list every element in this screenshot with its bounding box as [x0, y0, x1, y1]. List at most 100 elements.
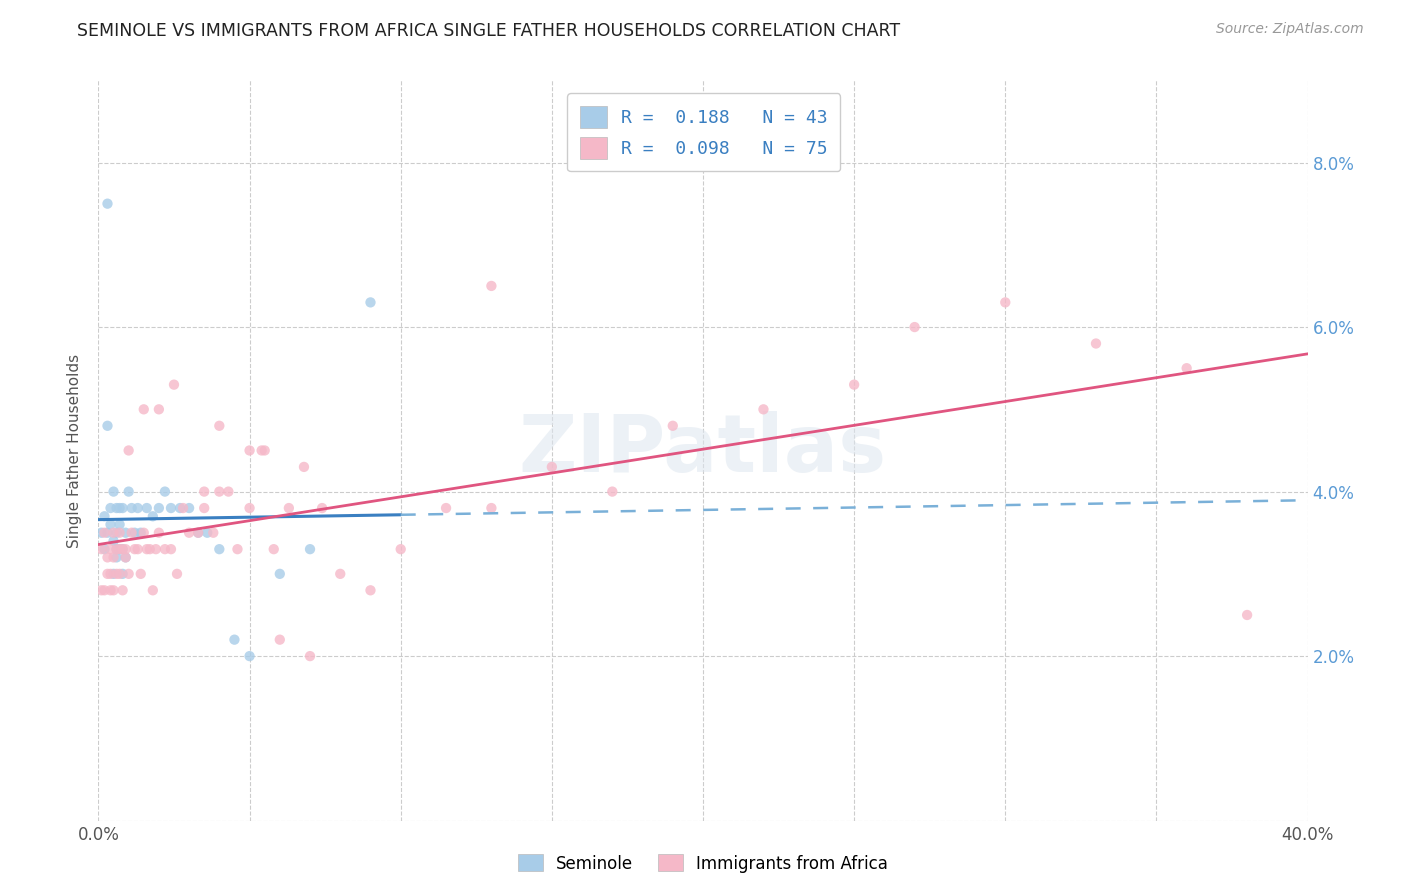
Point — [108, 525, 131, 540]
Point — [239, 649, 262, 664]
Point — [160, 501, 183, 516]
Point — [103, 525, 125, 540]
Point — [540, 459, 562, 474]
Point — [93, 542, 115, 557]
Point — [127, 501, 149, 516]
Point — [226, 542, 249, 557]
Text: Source: ZipAtlas.com: Source: ZipAtlas.com — [1216, 22, 1364, 37]
Point — [148, 525, 170, 540]
Point — [103, 484, 125, 499]
Point — [118, 484, 141, 499]
Point — [100, 542, 122, 557]
Point — [142, 509, 165, 524]
Point — [292, 459, 315, 474]
Point — [139, 542, 162, 557]
Point — [208, 542, 231, 557]
Point — [100, 517, 122, 532]
Point — [1085, 336, 1108, 351]
Point — [100, 583, 122, 598]
Point — [100, 566, 122, 581]
Text: SEMINOLE VS IMMIGRANTS FROM AFRICA SINGLE FATHER HOUSEHOLDS CORRELATION CHART: SEMINOLE VS IMMIGRANTS FROM AFRICA SINGL… — [77, 22, 900, 40]
Point — [994, 295, 1017, 310]
Point — [142, 583, 165, 598]
Point — [389, 542, 412, 557]
Point — [93, 509, 115, 524]
Point — [127, 542, 149, 557]
Point — [108, 501, 131, 516]
Legend: Seminole, Immigrants from Africa: Seminole, Immigrants from Africa — [510, 847, 896, 880]
Point — [103, 550, 125, 565]
Point — [481, 501, 503, 516]
Point — [105, 501, 128, 516]
Legend: R =  0.188   N = 43, R =  0.098   N = 75: R = 0.188 N = 43, R = 0.098 N = 75 — [567, 93, 841, 171]
Point — [250, 443, 273, 458]
Point — [277, 501, 299, 516]
Point — [118, 566, 141, 581]
Point — [360, 583, 382, 598]
Point — [1175, 361, 1198, 376]
Point — [132, 525, 155, 540]
Point — [114, 550, 136, 565]
Point — [135, 501, 157, 516]
Point — [661, 418, 683, 433]
Point — [103, 533, 125, 548]
Point — [132, 402, 155, 417]
Point — [269, 632, 291, 647]
Y-axis label: Single Father Households: Single Father Households — [67, 353, 83, 548]
Point — [208, 484, 231, 499]
Point — [263, 542, 285, 557]
Point — [179, 525, 201, 540]
Point — [153, 484, 176, 499]
Point — [193, 484, 215, 499]
Point — [360, 295, 382, 310]
Point — [208, 418, 231, 433]
Point — [96, 550, 118, 565]
Point — [96, 418, 118, 433]
Point — [90, 583, 112, 598]
Point — [96, 525, 118, 540]
Point — [299, 649, 322, 664]
Point — [217, 484, 239, 499]
Point — [124, 525, 146, 540]
Point — [224, 632, 246, 647]
Point — [121, 525, 143, 540]
Point — [1236, 607, 1258, 622]
Point — [124, 542, 146, 557]
Point — [108, 542, 131, 557]
Point — [105, 542, 128, 557]
Point — [481, 279, 503, 293]
Point — [434, 501, 457, 516]
Point — [311, 501, 333, 516]
Point — [163, 377, 186, 392]
Point — [114, 542, 136, 557]
Point — [239, 501, 262, 516]
Point — [202, 525, 225, 540]
Point — [187, 525, 209, 540]
Point — [904, 320, 927, 334]
Point — [90, 542, 112, 557]
Point — [195, 525, 218, 540]
Point — [148, 402, 170, 417]
Point — [103, 566, 125, 581]
Point — [329, 566, 352, 581]
Point — [299, 542, 322, 557]
Point — [108, 566, 131, 581]
Point — [111, 501, 134, 516]
Point — [179, 501, 201, 516]
Point — [239, 443, 262, 458]
Point — [169, 501, 191, 516]
Point — [193, 501, 215, 516]
Point — [93, 525, 115, 540]
Point — [105, 542, 128, 557]
Point — [105, 566, 128, 581]
Point — [114, 550, 136, 565]
Point — [118, 443, 141, 458]
Point — [172, 501, 194, 516]
Point — [105, 550, 128, 565]
Point — [121, 501, 143, 516]
Point — [96, 196, 118, 211]
Point — [160, 542, 183, 557]
Point — [103, 583, 125, 598]
Point — [129, 566, 152, 581]
Point — [752, 402, 775, 417]
